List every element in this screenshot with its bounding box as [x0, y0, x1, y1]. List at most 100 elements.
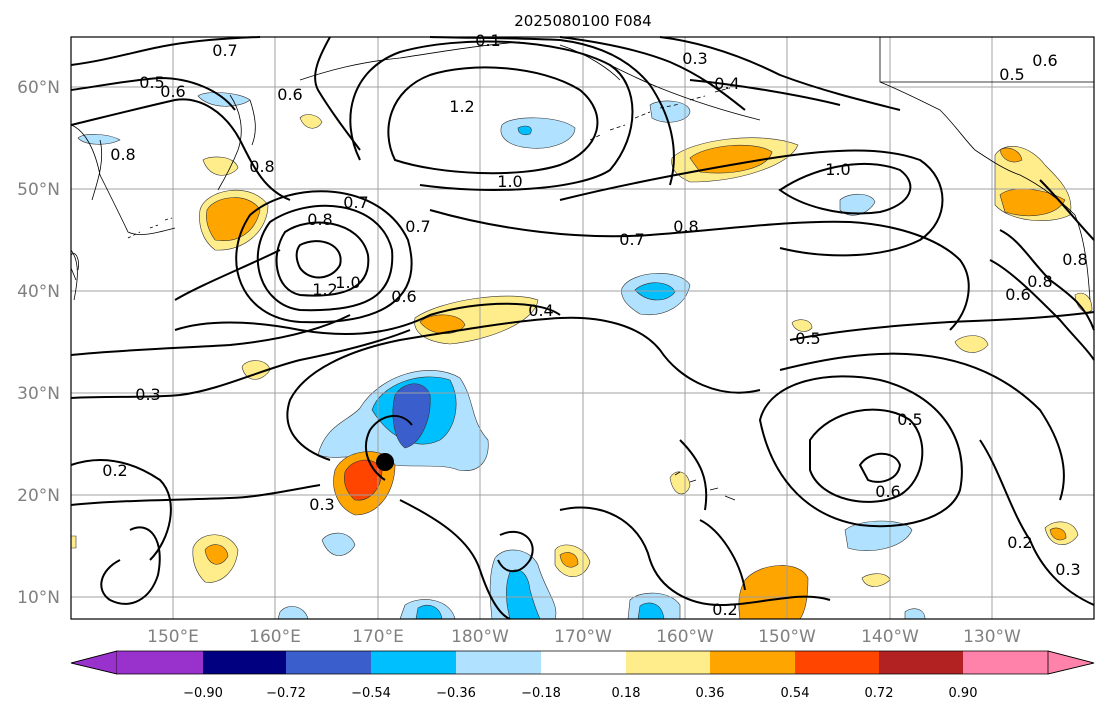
contour-line	[100, 526, 161, 605]
contour-label: 0.5	[795, 329, 820, 348]
contour-line	[429, 36, 675, 186]
contour-line	[1039, 179, 1095, 241]
contour-line	[989, 259, 1095, 361]
contour-label: 0.3	[135, 385, 160, 404]
map-title: 2025080100 F084	[514, 12, 651, 30]
colorbar-segment	[710, 651, 795, 674]
contour-label: 0.5	[999, 65, 1024, 84]
contour-line	[789, 311, 1095, 341]
contour-line	[70, 98, 291, 201]
contour-label: 0.7	[619, 230, 644, 249]
contour-label: 1.2	[449, 97, 474, 116]
colorbar-label: −0.90	[183, 686, 223, 701]
contour-label: 0.7	[212, 41, 237, 60]
lon-label: 170°E	[352, 627, 404, 647]
shade-patch	[70, 535, 77, 549]
contour-line	[659, 36, 901, 111]
contour-line	[809, 408, 924, 503]
contour-line	[559, 149, 944, 257]
shade-patch	[202, 156, 239, 176]
colorbar-segment	[626, 651, 710, 674]
contour-line	[70, 76, 236, 111]
lon-label: 150°E	[147, 627, 199, 647]
contour-line	[758, 375, 963, 528]
contour-line	[314, 36, 361, 151]
contour-label: 0.2	[102, 461, 127, 480]
shade-patch	[844, 520, 913, 551]
contour-label: 0.5	[139, 73, 164, 92]
contour-line	[174, 249, 561, 335]
map-panel: 0.7 0.5 0.6 0.6 0.8 0.8 0.1 1.2 0.3 0.4 …	[70, 31, 1095, 620]
contour-line	[429, 209, 970, 331]
contour-label: 1.0	[497, 172, 522, 191]
lat-label: 50°N	[17, 180, 60, 200]
lon-label: 160°W	[656, 627, 714, 647]
contour-line	[689, 79, 841, 106]
contour-label: 0.8	[307, 210, 332, 229]
contour-layer	[70, 36, 1095, 620]
shade-patch	[505, 569, 541, 620]
shade-patch	[559, 552, 579, 568]
lon-label: 180°W	[451, 627, 509, 647]
colorbar-label: −0.54	[351, 686, 391, 701]
contour-label-layer: 0.7 0.5 0.6 0.6 0.8 0.8 0.1 1.2 0.3 0.4 …	[102, 31, 1087, 619]
lon-label: 140°W	[861, 627, 919, 647]
coastline-bering	[299, 41, 761, 121]
location-marker	[376, 453, 394, 471]
contour-line	[286, 316, 761, 461]
lon-label: 160°E	[249, 627, 301, 647]
shade-patch	[1049, 527, 1067, 541]
shade-patch	[1074, 292, 1093, 313]
shade-patch	[517, 125, 532, 136]
contour-line	[559, 36, 746, 111]
contour-line	[256, 204, 394, 312]
contour-line	[70, 459, 172, 561]
contour-line	[70, 36, 261, 66]
contour-label: 0.6	[160, 82, 185, 101]
shade-patch	[206, 197, 261, 241]
shade-patch	[204, 544, 229, 565]
contour-label: 0.6	[1032, 51, 1057, 70]
colorbar-segment	[879, 651, 963, 674]
contour-label: 0.2	[1007, 533, 1032, 552]
shade-patch	[419, 314, 466, 334]
contour-label: 0.8	[1027, 272, 1052, 291]
shading-layer	[70, 92, 1093, 620]
contour-line	[778, 162, 912, 215]
contour-label: 0.8	[249, 157, 274, 176]
contour-line	[275, 221, 370, 297]
contour-label: 0.7	[343, 193, 368, 212]
contour-label: 1.2	[312, 280, 337, 299]
colorbar-segment	[117, 651, 203, 674]
contour-label: 0.5	[897, 410, 922, 429]
contour-line	[349, 40, 634, 191]
coastline-hawaii	[674, 471, 736, 501]
contour-label: 0.4	[714, 74, 739, 93]
shade-patch	[321, 532, 356, 556]
shade-patch	[344, 459, 383, 501]
shade-patch	[392, 383, 431, 449]
colorbar-extend-high	[1047, 650, 1095, 675]
colorbar-segment	[286, 651, 371, 674]
coastline-alaska	[879, 37, 1094, 301]
contour-line	[387, 66, 599, 175]
colorbar-segment	[541, 651, 626, 674]
coastline-japan	[70, 253, 79, 281]
shade-patch	[954, 335, 989, 353]
colorbar-label: 0.54	[781, 686, 810, 701]
contour-label: 0.6	[391, 287, 416, 306]
contour-label: 0.7	[405, 217, 430, 236]
contour-label: 1.0	[335, 273, 360, 292]
contour-line	[399, 499, 511, 620]
contour-label: 0.4	[528, 301, 553, 320]
contour-label: 0.8	[110, 145, 135, 164]
map-frame	[70, 36, 1095, 620]
contour-line	[779, 352, 1065, 501]
contour-line	[979, 439, 1095, 606]
lat-label: 30°N	[17, 384, 60, 404]
colorbar-label: 0.90	[949, 686, 978, 701]
contour-label: 0.6	[277, 85, 302, 104]
colorbar-label: −0.36	[436, 686, 476, 701]
coastline-kamchatka	[217, 94, 256, 191]
